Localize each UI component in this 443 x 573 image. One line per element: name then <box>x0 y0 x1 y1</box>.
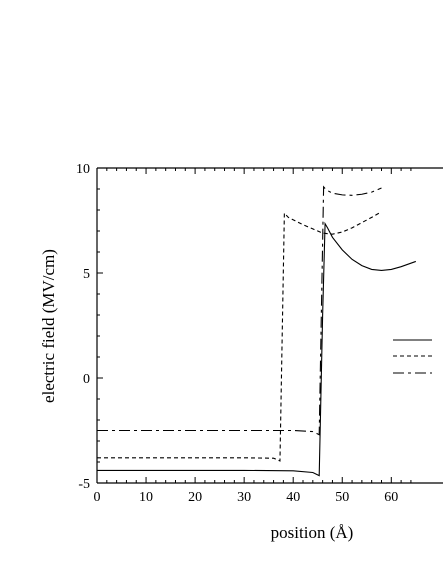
x-tick-label: 60 <box>384 490 398 505</box>
series-line-dash-dot <box>97 185 382 436</box>
y-tick-label: 0 <box>83 372 90 387</box>
x-tick-label: 50 <box>335 490 349 505</box>
x-tick-label: 20 <box>188 490 202 505</box>
ticks-layer: 0 10 20 30 40 50 60 -5 0 5 10 <box>76 162 412 505</box>
x-tick-label: 30 <box>237 490 251 505</box>
series-line-solid <box>97 221 417 477</box>
x-tick-label: 0 <box>94 490 101 505</box>
y-axis-title: electric field (MV/cm) <box>39 249 58 403</box>
series-line-dotted <box>97 211 380 462</box>
x-axis-title: position (Å) <box>271 523 354 542</box>
y-tick-label: 5 <box>83 267 90 282</box>
legend <box>393 339 432 374</box>
x-tick-label: 10 <box>139 490 153 505</box>
y-tick-label: -5 <box>78 477 90 492</box>
series-layer <box>97 185 417 477</box>
x-tick-label: 40 <box>286 490 300 505</box>
y-tick-label: 10 <box>76 162 90 177</box>
